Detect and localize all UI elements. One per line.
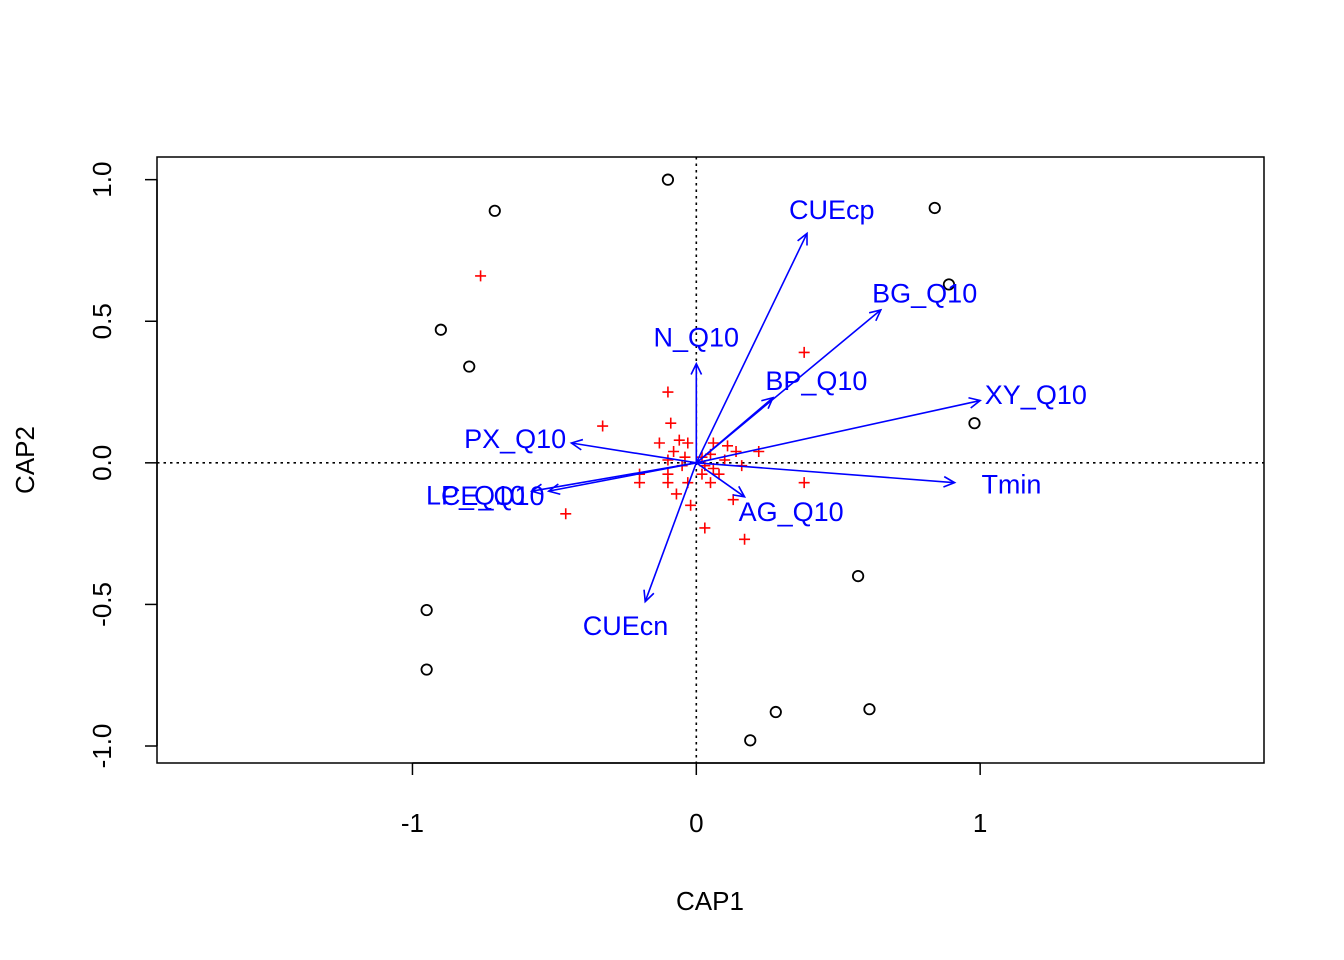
species-point: [685, 499, 697, 511]
species-point: [662, 454, 674, 466]
vector-arrow: [695, 397, 774, 464]
site-point: [928, 201, 941, 215]
vector-arrow: [696, 399, 981, 464]
arrow-head: [529, 483, 544, 496]
vector-xy-q10: XY_Q10: [696, 380, 1087, 464]
vector-n-q10: N_Q10: [654, 323, 740, 463]
species-point: [475, 270, 487, 282]
x-tick-label: 0: [689, 808, 703, 838]
species-point: [753, 446, 765, 458]
y-axis: -1.0 -0.5 0.0 0.5 1.0: [87, 162, 158, 769]
species-point: [668, 446, 680, 458]
arrow-head: [797, 231, 808, 246]
arrow-head: [569, 438, 584, 451]
vector-label: CUEcp: [789, 195, 875, 225]
vector-arrow: [644, 462, 698, 602]
arrow-head: [643, 589, 655, 604]
species-point: [739, 533, 751, 545]
vector-label: BP_Q10: [765, 366, 867, 396]
vector-label: BG_Q10: [872, 278, 977, 308]
species-point: [727, 494, 739, 506]
vector-arrow: [695, 233, 808, 464]
species-point: [798, 477, 810, 489]
arrow-head: [968, 396, 982, 409]
species-point: [662, 386, 674, 398]
arrow-head: [868, 308, 883, 322]
species-point: [653, 437, 665, 449]
vector-ce-q10: CE_Q10: [441, 462, 697, 511]
vector-label: PX_Q10: [464, 424, 566, 454]
species-point: [597, 420, 609, 432]
arrow-head: [732, 485, 747, 498]
species-point: [722, 440, 734, 452]
vector-ag-q10: AG_Q10: [695, 462, 844, 527]
vector-tmin: Tmin: [696, 462, 1041, 500]
arrow-head: [761, 396, 775, 409]
vector-label: N_Q10: [654, 323, 740, 353]
species-point: [696, 468, 708, 480]
species-point: [673, 434, 685, 446]
species-point: [560, 508, 572, 520]
site-point: [434, 323, 447, 336]
vector-px-q10: PX_Q10: [464, 424, 697, 464]
site-point: [488, 204, 501, 217]
vector-label: CUEcn: [583, 611, 669, 641]
site-point: [942, 278, 956, 291]
arrow-head: [690, 361, 703, 375]
species-point: [713, 468, 725, 480]
site-point: [968, 417, 981, 430]
species-point: [665, 417, 677, 429]
reference-lines: [157, 157, 1264, 763]
biplot-vectors: CUEcp BG_Q10 N_Q10 BP_Q10 XY_Q10 PX_Q10 CE_Q10…: [426, 195, 1087, 641]
vector-arrow: [571, 442, 697, 464]
x-axis: -1 0 1: [401, 762, 987, 838]
x-tick-label: -1: [401, 808, 424, 838]
y-tick-label: 0.5: [87, 303, 117, 339]
vector-label: XY_Q10: [985, 380, 1087, 410]
site-points: [420, 173, 981, 747]
species-point: [730, 446, 742, 458]
species-point: [634, 477, 646, 489]
site-point: [420, 663, 433, 676]
site-point: [863, 703, 876, 716]
species-point: [682, 437, 694, 449]
vector-cuecn: CUEcn: [583, 462, 698, 641]
site-point: [463, 360, 476, 373]
vector-cuecp: CUEcp: [695, 195, 875, 464]
site-point: [661, 173, 675, 186]
vector-arrow: [696, 462, 955, 484]
vector-lp-q10: LP_Q10: [426, 462, 697, 511]
x-tick-label: 1: [973, 808, 987, 838]
y-tick-label: 1.0: [87, 162, 117, 198]
species-point: [670, 488, 682, 500]
vector-bg-q10: BG_Q10: [695, 278, 977, 464]
site-point: [744, 734, 757, 747]
vector-label: AG_Q10: [739, 497, 844, 527]
site-point: [769, 705, 782, 719]
species-point: [707, 437, 719, 449]
vector-label: Tmin: [981, 470, 1041, 500]
vector-label: LP_Q10: [426, 481, 525, 511]
species-point: [705, 477, 716, 489]
species-point: [798, 346, 810, 358]
species-point: [699, 522, 711, 534]
y-axis-title: CAP2: [10, 426, 40, 494]
vector-label: CE_Q10: [441, 481, 545, 511]
site-point: [420, 603, 433, 617]
x-axis-title: CAP1: [676, 886, 744, 916]
vector-bp-q10: BP_Q10: [695, 366, 867, 464]
y-tick-label: -0.5: [87, 582, 117, 627]
species-point: [662, 477, 674, 489]
y-tick-label: -1.0: [87, 724, 117, 769]
y-tick-label: 0.0: [87, 445, 117, 481]
site-point: [851, 570, 865, 583]
vector-arrow: [695, 462, 746, 498]
arrow-head: [943, 475, 957, 488]
vector-arrow: [531, 462, 697, 492]
